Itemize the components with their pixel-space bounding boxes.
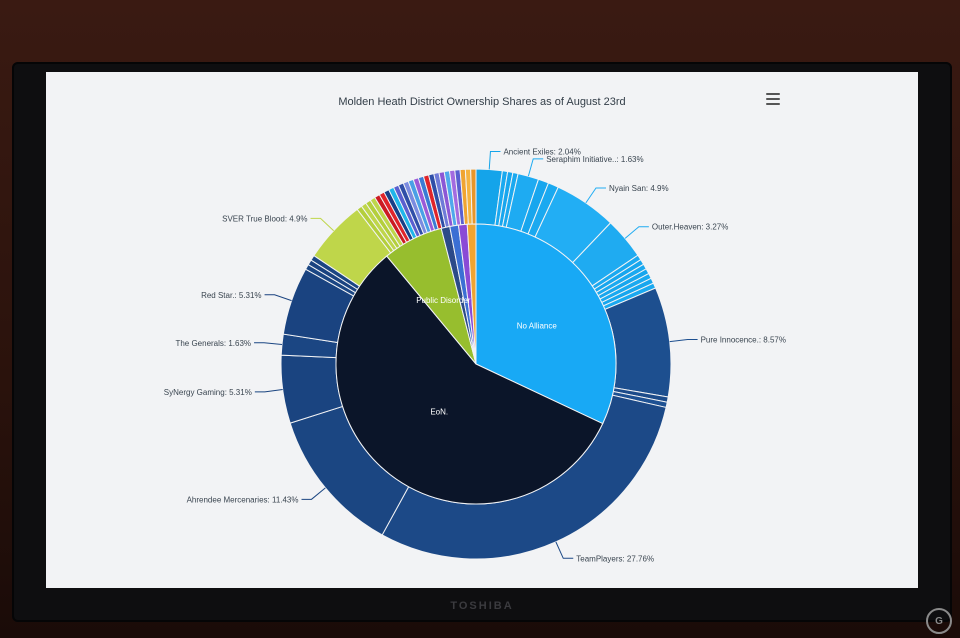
data-label-red-star: Red Star.: 5.31%: [201, 291, 261, 300]
inner-pie: [335, 223, 617, 505]
inner-slice-slice: [466, 223, 477, 365]
data-label-public-disorder: Public Disorder: [416, 296, 471, 305]
watermark-logo: G: [926, 608, 952, 634]
label-connector: [555, 541, 574, 559]
label-connector: [624, 226, 649, 239]
menu-line: [766, 93, 780, 95]
label-connector: [264, 294, 292, 302]
label-connector: [254, 389, 283, 393]
data-label-eon: EoN.: [430, 407, 448, 416]
menu-line: [766, 103, 780, 105]
chart-screen: Molden Heath District Ownership Shares a…: [46, 72, 918, 588]
chart-title: Molden Heath District Ownership Shares a…: [338, 96, 626, 108]
monitor-brand-logo: TOSHIBA: [450, 600, 514, 612]
data-label-ancient-exiles: Ancient Exiles: 2.04%: [503, 147, 580, 156]
data-label-nyain-san: Nyain San: 4.9%: [609, 184, 669, 193]
data-label-teamplayers: TeamPlayers: 27.76%: [576, 554, 654, 563]
data-label-outer-heaven: Outer.Heaven: 3.27%: [652, 223, 729, 232]
data-label-seraphim-initiative: Seraphim Initiative..: 1.63%: [546, 155, 643, 164]
data-label-the-generals: The Generals: 1.63%: [175, 339, 251, 348]
data-label-ahrendee-mercenaries: Ahrendee Mercenaries: 11.43%: [187, 495, 299, 504]
label-connector: [254, 342, 283, 346]
data-label-sver-true-blood: SVER True Blood: 4.9%: [222, 214, 307, 223]
outer-labels: Ancient Exiles: 2.04%Seraphim Initiative…: [164, 147, 786, 563]
data-label-pure-innocence: Pure Innocence.: 8.57%: [701, 336, 786, 345]
monitor-bezel: Molden Heath District Ownership Shares a…: [12, 62, 952, 622]
label-connector: [301, 487, 326, 500]
label-connector: [488, 150, 501, 170]
label-connector: [310, 217, 335, 232]
inner-slice-no-alliance: [475, 223, 617, 425]
label-connector: [669, 339, 698, 343]
label-connector: [527, 158, 544, 177]
data-label-no-alliance: No Alliance: [517, 321, 558, 330]
inner-slice-eon: [335, 255, 604, 505]
outer-slice-slice: [470, 168, 477, 225]
hamburger-menu-icon[interactable]: [766, 92, 780, 106]
label-connector: [585, 187, 607, 204]
data-label-synergy-gaming: SyNergy Gaming: 5.31%: [164, 388, 252, 397]
menu-line: [766, 98, 780, 100]
